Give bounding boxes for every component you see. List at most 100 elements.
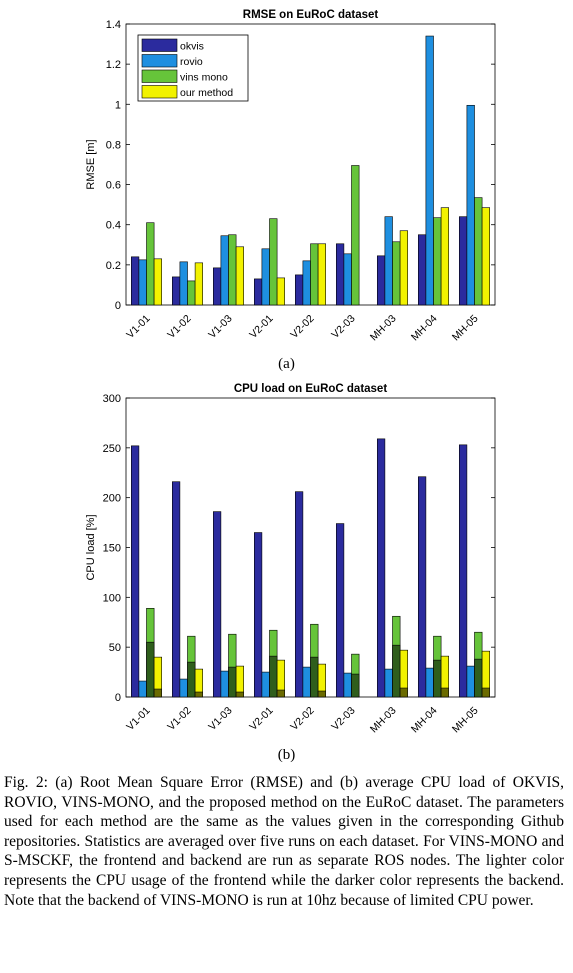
- chart1-ytick-label: 0: [115, 300, 121, 312]
- chart1-bar-rovio: [261, 248, 270, 306]
- chart1-category-label: V1-02: [165, 313, 193, 341]
- chart1-category-label: V2-01: [247, 313, 275, 341]
- chart2-bar-rovio: [343, 672, 352, 698]
- chart1-category-label: V2-03: [329, 313, 357, 341]
- chart2-bar-rovio: [220, 670, 229, 698]
- chart1-bar-okvis: [417, 234, 427, 306]
- chart2-category-label: V1-02: [165, 705, 193, 733]
- chart2-bar-backend-vins-mono: [433, 659, 442, 698]
- chart1-bar-vins-mono: [187, 280, 196, 306]
- chart1-bar-okvis: [376, 255, 386, 306]
- chart1-bar-our-method: [481, 207, 491, 306]
- chart2-category-label: MH-03: [368, 705, 399, 736]
- chart1-bar-okvis: [213, 267, 222, 306]
- chart2-category-label: MH-04: [409, 705, 440, 736]
- chart2-bar-rovio: [261, 671, 270, 698]
- chart1-bar-our-method: [440, 207, 450, 306]
- chart2-bar-backend-vins-mono: [474, 658, 483, 698]
- chart1-bar-our-method: [153, 258, 163, 306]
- chart2-bar-okvis: [417, 476, 427, 698]
- chart1-legend-swatch: [141, 69, 178, 83]
- chart1-ytick-label: 1: [115, 99, 121, 111]
- chart2-category-label: MH-05: [450, 705, 481, 736]
- chart1-ytick-label: 0.4: [106, 220, 121, 232]
- chart1-bar-vins-mono: [433, 217, 442, 306]
- chart1-title: RMSE on EuRoC dataset: [243, 9, 379, 21]
- chart2-bar-backend-vins-mono: [146, 641, 155, 698]
- chart2-bar-backend-vins-mono: [187, 661, 196, 698]
- chart1-legend-label: okvis: [180, 41, 204, 53]
- chart1-bar-okvis: [335, 243, 345, 306]
- chart2-category-label: V1-01: [124, 705, 152, 733]
- chart1-category-label: MH-03: [368, 313, 399, 344]
- chart1-legend-swatch: [141, 38, 178, 52]
- chart1-bar-okvis: [254, 278, 263, 306]
- chart1-bar-rovio: [220, 235, 229, 306]
- chart2-bar-backend-vins-mono: [310, 656, 319, 698]
- chart2-bar-okvis: [335, 523, 345, 698]
- chart1-bar-our-method: [399, 230, 409, 306]
- chart1-bar-rovio: [138, 259, 147, 306]
- chart1-ytick-label: 0.8: [106, 139, 121, 151]
- subfigure-label-b: (b): [277, 747, 296, 763]
- chart2-bar-backend-our-method: [194, 691, 204, 698]
- chart1-legend-label: rovio: [180, 56, 203, 68]
- chart1-legend-swatch: [141, 54, 178, 68]
- chart1-ytick-label: 0.2: [106, 260, 121, 272]
- chart2-ytick-label: 100: [103, 592, 121, 604]
- chart2-ytick-label: 0: [115, 692, 121, 704]
- chart2-category-label: V2-03: [329, 705, 357, 733]
- chart2-bar-backend-vins-mono: [392, 644, 401, 698]
- chart2-ylabel: CPU load [%]: [85, 514, 97, 580]
- chart1-bar-vins-mono: [269, 218, 278, 306]
- chart2-bar-okvis: [294, 491, 304, 698]
- chart1-category-label: MH-05: [450, 313, 481, 344]
- chart2-ytick-label: 250: [103, 443, 121, 455]
- chart2-bar-backend-our-method: [276, 689, 286, 698]
- chart1-legend-label: our method: [180, 87, 233, 99]
- chart1-legend-label: vins mono: [180, 72, 228, 84]
- chart2-bar-backend-vins-mono: [269, 655, 278, 698]
- chart1-bar-vins-mono: [392, 241, 401, 306]
- chart1-bar-vins-mono: [228, 234, 237, 306]
- chart1-ytick-label: 1.2: [106, 59, 121, 71]
- chart1-category-label: V1-01: [124, 313, 152, 341]
- chart1-bar-our-method: [194, 262, 204, 306]
- chart2-bar-backend-our-method: [153, 688, 163, 698]
- chart1-bar-vins-mono: [351, 165, 360, 306]
- chart1-ytick-label: 0.6: [106, 180, 121, 192]
- chart2-ytick-label: 300: [103, 393, 121, 405]
- chart1-bar-rovio: [343, 253, 352, 306]
- chart2-title: CPU load on EuRoC dataset: [234, 383, 388, 395]
- chart2-category-label: V2-01: [247, 705, 275, 733]
- chart1-bar-rovio: [302, 260, 311, 306]
- chart1-category-label: V2-02: [288, 313, 316, 341]
- chart2-bar-rovio: [384, 668, 393, 698]
- chart1-legend-swatch: [141, 85, 178, 99]
- chart2-category-label: V1-03: [206, 705, 234, 733]
- chart2-category-label: V2-02: [288, 705, 316, 733]
- chart1-category-label: V1-03: [206, 313, 234, 341]
- chart2-bar-backend-our-method: [235, 691, 245, 698]
- chart2-bar-backend-vins-mono: [351, 673, 360, 698]
- chart1-bar-vins-mono: [146, 222, 155, 306]
- chart1-bar-our-method: [317, 243, 327, 306]
- chart1-bar-okvis: [172, 276, 181, 306]
- chart2-bar-rovio: [466, 665, 475, 698]
- chart2-ytick-label: 200: [103, 493, 121, 505]
- chart1-bar-our-method: [235, 246, 245, 306]
- chart2-bar-okvis: [458, 444, 468, 698]
- chart2-bar-rovio: [425, 667, 434, 698]
- chart2-bar-rovio: [179, 678, 188, 698]
- chart2-bar-rovio: [138, 680, 147, 698]
- chart2-bar-okvis: [254, 532, 263, 698]
- chart2-bar-okvis: [213, 511, 222, 698]
- chart1-ytick-label: 1.4: [106, 19, 121, 31]
- chart2-bar-backend-vins-mono: [228, 666, 237, 698]
- chart1-bar-our-method: [276, 277, 286, 306]
- subfigure-label-a: (a): [278, 356, 295, 372]
- chart1-category-label: MH-04: [409, 313, 440, 344]
- chart1-bar-okvis: [458, 216, 468, 306]
- chart2-bar-okvis: [376, 438, 386, 698]
